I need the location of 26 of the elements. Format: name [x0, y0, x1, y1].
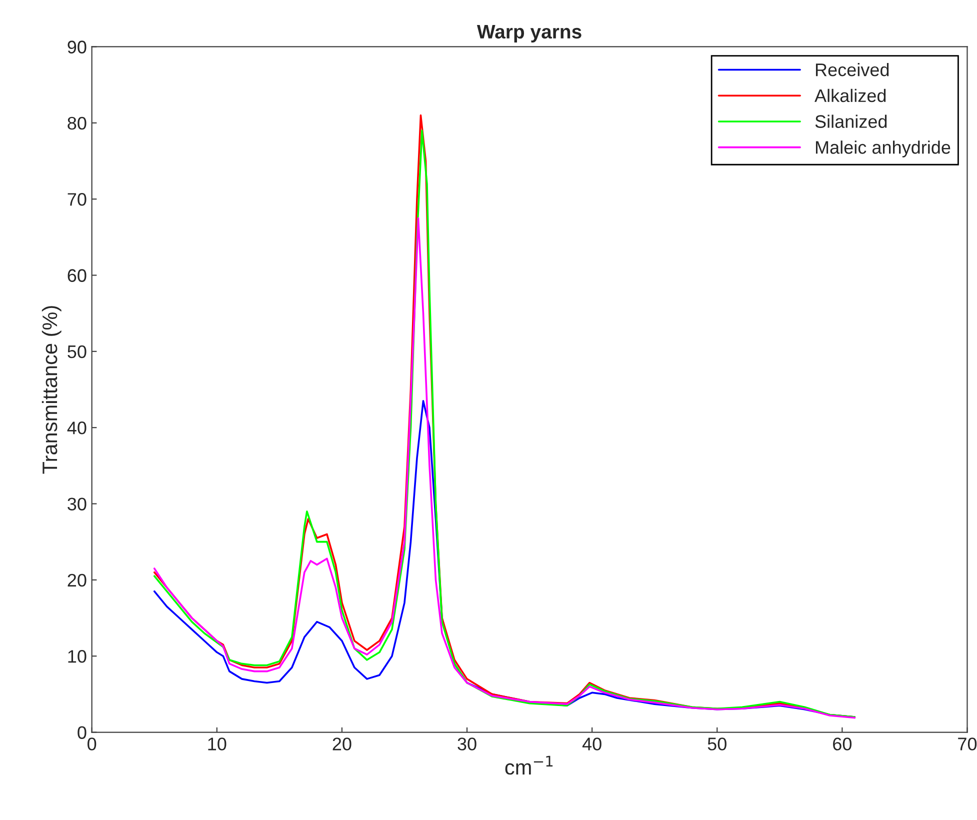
legend-label: Silanized [815, 114, 887, 128]
chart-title: Warp yarns [476, 25, 582, 42]
y-tick-label: 50 [68, 345, 86, 358]
x-tick-label: 50 [708, 738, 726, 750]
x-tick-label: 20 [332, 738, 352, 750]
y-tick-label: 10 [68, 650, 86, 663]
y-tick-label: 60 [68, 269, 86, 282]
x-tick-label: 60 [833, 738, 852, 750]
x-axis-title: cm$^{−1}$ [505, 756, 553, 775]
legend-label: Maleic anhydride [816, 140, 950, 158]
x-tick-label: 40 [582, 738, 602, 750]
legend-label: Received [816, 62, 889, 76]
y-tick-label: 90 [68, 40, 86, 54]
x-tick-label: 10 [208, 738, 226, 750]
y-tick-label: 70 [68, 193, 86, 206]
x-tick-label: 30 [458, 738, 476, 750]
x-tick-label: 0 [88, 738, 96, 750]
y-tick-label: 80 [68, 116, 86, 130]
y-tick-label: 20 [68, 574, 86, 587]
line-series [153, 217, 856, 719]
y-axis-title: Transmittance (%) [42, 306, 62, 474]
x-tick-label: 70 [958, 738, 977, 750]
y-tick-label: 30 [68, 498, 86, 510]
legend-label: Alkalized [814, 88, 886, 102]
y-tick-label: 0 [78, 726, 86, 739]
y-tick-label: 40 [67, 422, 86, 434]
